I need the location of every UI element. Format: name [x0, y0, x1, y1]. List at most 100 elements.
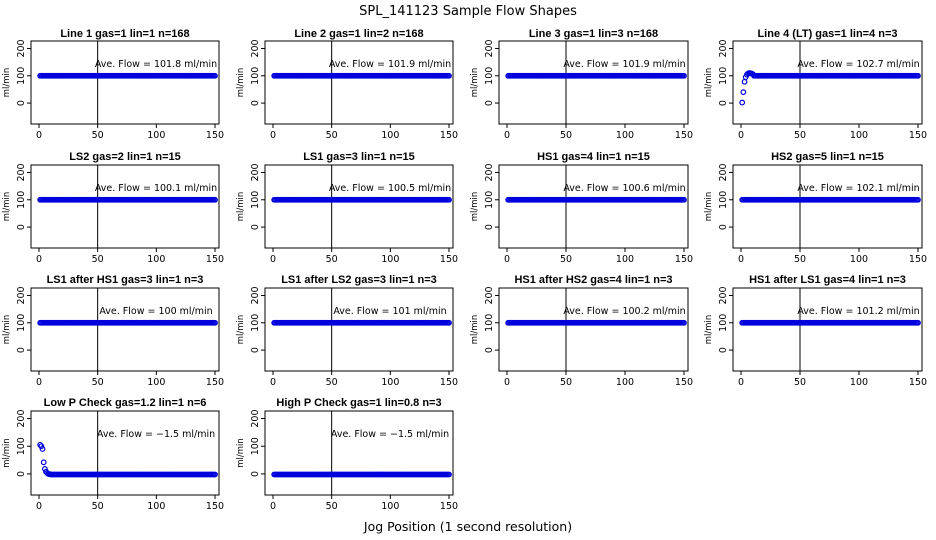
- data-point: [915, 319, 921, 326]
- y-tick-label: 0: [16, 100, 27, 106]
- average-flow-label: Ave. Flow = 100.2 ml/min: [563, 306, 685, 317]
- x-tick-label: 0: [36, 254, 42, 265]
- chart-panel: LS1 after LS2 gas=3 lin=1 n=3 Ave. Flow =…: [236, 274, 458, 388]
- data-point: [38, 443, 45, 450]
- panel-title: LS1 after HS1 gas=3 lin=1 n=3: [47, 274, 204, 286]
- plot-frame: [30, 287, 220, 372]
- y-tick-label: 200: [16, 409, 27, 427]
- x-tick-label: 0: [36, 377, 42, 388]
- chart-panel: Line 4 (LT) gas=1 lin=4 n=3 Ave. Flow = 1…: [704, 28, 927, 141]
- panel-title: LS2 gas=2 lin=1 n=15: [69, 151, 181, 163]
- x-tick-label: 0: [738, 130, 744, 141]
- plot-frame: [264, 40, 454, 125]
- y-tick-label: 100: [250, 191, 261, 209]
- y-tick-label: 100: [718, 191, 729, 209]
- y-tick-label: 200: [718, 39, 729, 57]
- y-tick-label: 200: [250, 163, 261, 181]
- data-point: [739, 99, 746, 106]
- x-tick-label: 50: [326, 130, 338, 141]
- y-tick-label: 200: [484, 163, 495, 181]
- data-point: [915, 72, 921, 79]
- plot-frame: [30, 40, 220, 125]
- y-axis-label: ml/min: [2, 438, 12, 468]
- chart-panel: HS1 after HS2 gas=4 lin=1 n=3 Ave. Flow =…: [470, 274, 693, 388]
- plot-frame: [30, 164, 220, 249]
- x-tick-label: 100: [616, 377, 634, 388]
- x-tick-label: 150: [440, 501, 458, 512]
- y-tick-label: 0: [16, 347, 27, 353]
- average-flow-label: Ave. Flow = 101 ml/min: [333, 306, 446, 317]
- x-tick-label: 100: [850, 254, 868, 265]
- x-tick-label: 50: [794, 130, 806, 141]
- y-tick-label: 200: [718, 286, 729, 304]
- data-point: [212, 471, 218, 478]
- x-tick-label: 0: [504, 254, 510, 265]
- y-tick-label: 100: [16, 314, 27, 332]
- x-tick-label: 150: [206, 377, 224, 388]
- y-tick-label: 0: [484, 347, 495, 353]
- chart-panel: HS2 gas=5 lin=1 n=15 Ave. Flow = 102.1 ml…: [704, 151, 927, 265]
- average-flow-label: Ave. Flow = 100 ml/min: [99, 306, 212, 317]
- y-tick-label: 100: [16, 191, 27, 209]
- x-tick-label: 50: [326, 254, 338, 265]
- y-tick-label: 0: [718, 224, 729, 230]
- x-tick-label: 100: [616, 254, 634, 265]
- y-axis-label: ml/min: [2, 192, 12, 222]
- y-tick-label: 200: [16, 39, 27, 57]
- plot-frame: [498, 40, 689, 125]
- y-tick-label: 200: [250, 409, 261, 427]
- y-tick-label: 100: [718, 314, 729, 332]
- x-tick-label: 0: [738, 377, 744, 388]
- x-tick-label: 100: [147, 377, 165, 388]
- panel-title: Line 1 gas=1 lin=1 n=168: [60, 28, 189, 40]
- plot-frame: [264, 410, 454, 496]
- x-tick-label: 150: [440, 377, 458, 388]
- panel-title: Line 2 gas=1 lin=2 n=168: [294, 28, 423, 40]
- x-tick-label: 50: [92, 377, 104, 388]
- x-tick-label: 50: [92, 130, 104, 141]
- x-tick-label: 50: [794, 377, 806, 388]
- average-flow-label: Ave. Flow = 101.9 ml/min: [563, 59, 685, 70]
- x-tick-label: 50: [794, 254, 806, 265]
- x-tick-label: 150: [440, 130, 458, 141]
- y-axis-label: ml/min: [236, 68, 246, 98]
- y-axis-label: ml/min: [236, 438, 246, 468]
- y-tick-label: 100: [16, 437, 27, 455]
- x-tick-label: 50: [92, 254, 104, 265]
- plot-frame: [498, 287, 689, 372]
- y-tick-label: 0: [484, 224, 495, 230]
- x-tick-label: 100: [381, 377, 399, 388]
- x-tick-label: 0: [36, 501, 42, 512]
- x-tick-label: 150: [206, 254, 224, 265]
- panel-title: HS1 gas=4 lin=1 n=15: [537, 151, 650, 163]
- figure-x-axis-label: Jog Position (1 second resolution): [363, 519, 572, 534]
- chart-panel: Line 1 gas=1 lin=1 n=168 Ave. Flow = 101.…: [2, 28, 224, 141]
- x-tick-label: 50: [326, 377, 338, 388]
- data-point: [740, 89, 747, 96]
- y-axis-label: ml/min: [2, 68, 12, 98]
- average-flow-label: Ave. Flow = 101.2 ml/min: [797, 306, 919, 317]
- x-tick-label: 0: [504, 130, 510, 141]
- y-tick-label: 100: [250, 67, 261, 85]
- plot-frame: [264, 287, 454, 372]
- x-tick-label: 100: [147, 501, 165, 512]
- data-point: [446, 196, 452, 203]
- data-point: [681, 72, 687, 79]
- chart-panels: Line 1 gas=1 lin=1 n=168 Ave. Flow = 101.…: [2, 28, 927, 512]
- y-tick-label: 200: [16, 286, 27, 304]
- x-tick-label: 50: [560, 377, 572, 388]
- x-tick-label: 50: [560, 254, 572, 265]
- panel-title: Low P Check gas=1.2 lin=1 n=6: [44, 397, 207, 409]
- x-tick-label: 100: [147, 254, 165, 265]
- data-point: [915, 196, 921, 203]
- y-tick-label: 200: [484, 286, 495, 304]
- y-tick-label: 100: [718, 67, 729, 85]
- y-axis-label: ml/min: [704, 68, 714, 98]
- average-flow-label: Ave. Flow = 100.1 ml/min: [95, 183, 217, 194]
- y-axis-label: ml/min: [470, 192, 480, 222]
- panel-title: LS1 after LS2 gas=3 lin=1 n=3: [281, 274, 437, 286]
- y-tick-label: 100: [250, 437, 261, 455]
- y-tick-label: 100: [484, 314, 495, 332]
- x-tick-label: 100: [616, 130, 634, 141]
